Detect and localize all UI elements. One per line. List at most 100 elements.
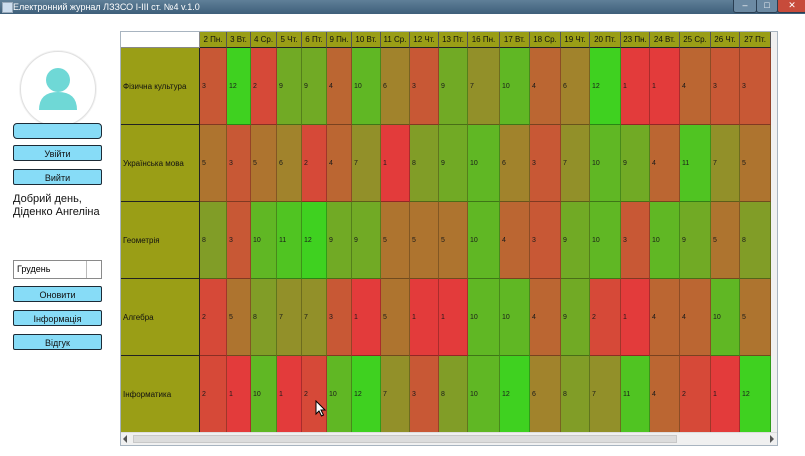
grade-cell[interactable]: 3 bbox=[530, 125, 561, 202]
grade-cell[interactable]: 9 bbox=[439, 48, 468, 125]
day-header[interactable]: 24 Вт. bbox=[650, 32, 680, 48]
chevron-down-icon[interactable] bbox=[86, 261, 101, 278]
grade-cell[interactable]: 9 bbox=[439, 125, 468, 202]
grade-cell[interactable]: 4 bbox=[327, 125, 352, 202]
grade-cell[interactable]: 3 bbox=[410, 356, 439, 433]
day-header[interactable]: 18 Ср. bbox=[530, 32, 561, 48]
grade-cell[interactable]: 2 bbox=[302, 125, 327, 202]
grade-cell[interactable]: 9 bbox=[680, 202, 711, 279]
grade-cell[interactable]: 11 bbox=[277, 202, 302, 279]
maximize-button[interactable]: □ bbox=[756, 0, 778, 13]
day-header[interactable]: 26 Чт. bbox=[711, 32, 740, 48]
grade-cell[interactable]: 1 bbox=[381, 125, 410, 202]
grade-cell[interactable]: 9 bbox=[352, 202, 381, 279]
day-header[interactable]: 6 Пт. bbox=[302, 32, 327, 48]
month-select[interactable]: Грудень bbox=[13, 260, 102, 279]
day-header[interactable]: 23 Пн. bbox=[621, 32, 650, 48]
grade-cell[interactable]: 5 bbox=[439, 202, 468, 279]
grade-cell[interactable]: 12 bbox=[352, 356, 381, 433]
grade-cell[interactable]: 10 bbox=[327, 356, 352, 433]
grade-cell[interactable]: 9 bbox=[277, 48, 302, 125]
grade-cell[interactable]: 12 bbox=[302, 202, 327, 279]
grade-cell[interactable]: 3 bbox=[200, 48, 227, 125]
grade-cell[interactable]: 10 bbox=[468, 356, 500, 433]
grade-cell[interactable]: 3 bbox=[711, 48, 740, 125]
grade-cell[interactable]: 9 bbox=[561, 202, 590, 279]
grade-cell[interactable]: 10 bbox=[500, 279, 530, 356]
grade-cell[interactable]: 8 bbox=[200, 202, 227, 279]
login-field[interactable] bbox=[13, 123, 102, 139]
close-button[interactable]: ✕ bbox=[777, 0, 805, 13]
grade-cell[interactable]: 5 bbox=[711, 202, 740, 279]
grade-cell[interactable]: 3 bbox=[227, 202, 251, 279]
grade-cell[interactable]: 2 bbox=[200, 356, 227, 433]
grade-cell[interactable]: 9 bbox=[327, 202, 352, 279]
grade-cell[interactable]: 4 bbox=[530, 279, 561, 356]
logout-button[interactable]: Вийти bbox=[13, 169, 102, 185]
grade-cell[interactable]: 11 bbox=[680, 125, 711, 202]
grade-cell[interactable]: 4 bbox=[650, 356, 680, 433]
grade-cell[interactable]: 12 bbox=[740, 356, 771, 433]
day-header[interactable]: 17 Вт. bbox=[500, 32, 530, 48]
grade-cell[interactable]: 3 bbox=[530, 202, 561, 279]
grade-cell[interactable]: 4 bbox=[530, 48, 561, 125]
day-header[interactable]: 12 Чт. bbox=[410, 32, 439, 48]
grade-cell[interactable]: 10 bbox=[590, 202, 621, 279]
grade-cell[interactable]: 1 bbox=[621, 48, 650, 125]
subject-row-header[interactable]: Інформатика bbox=[121, 356, 200, 433]
subject-row-header[interactable]: Геометрія bbox=[121, 202, 200, 279]
info-button[interactable]: Інформація bbox=[13, 310, 102, 326]
grade-cell[interactable]: 9 bbox=[621, 125, 650, 202]
grade-cell[interactable]: 10 bbox=[650, 202, 680, 279]
feedback-button[interactable]: Відгук bbox=[13, 334, 102, 350]
grade-cell[interactable]: 7 bbox=[468, 48, 500, 125]
login-button[interactable]: Увійти bbox=[13, 145, 102, 161]
grade-cell[interactable]: 7 bbox=[302, 279, 327, 356]
grade-cell[interactable]: 10 bbox=[251, 356, 277, 433]
grade-cell[interactable]: 6 bbox=[500, 125, 530, 202]
grade-cell[interactable]: 7 bbox=[277, 279, 302, 356]
grade-cell[interactable]: 4 bbox=[680, 279, 711, 356]
day-header[interactable]: 20 Пт. bbox=[590, 32, 621, 48]
grade-cell[interactable]: 2 bbox=[680, 356, 711, 433]
grade-cell[interactable]: 8 bbox=[410, 125, 439, 202]
grade-cell[interactable]: 2 bbox=[200, 279, 227, 356]
grade-cell[interactable]: 6 bbox=[530, 356, 561, 433]
grade-cell[interactable]: 5 bbox=[251, 125, 277, 202]
day-header[interactable]: 27 Пт. bbox=[740, 32, 771, 48]
grade-cell[interactable]: 8 bbox=[561, 356, 590, 433]
scrollbar-thumb[interactable] bbox=[133, 435, 677, 443]
grade-cell[interactable]: 3 bbox=[327, 279, 352, 356]
grade-cell[interactable]: 6 bbox=[381, 48, 410, 125]
grade-cell[interactable]: 11 bbox=[621, 356, 650, 433]
grade-cell[interactable]: 1 bbox=[227, 356, 251, 433]
grade-cell[interactable]: 3 bbox=[740, 48, 771, 125]
grade-cell[interactable]: 5 bbox=[381, 202, 410, 279]
grade-cell[interactable]: 9 bbox=[302, 48, 327, 125]
grade-cell[interactable]: 4 bbox=[680, 48, 711, 125]
grade-cell[interactable]: 8 bbox=[740, 202, 771, 279]
grade-cell[interactable]: 12 bbox=[500, 356, 530, 433]
scroll-right-icon[interactable] bbox=[770, 435, 774, 443]
grade-cell[interactable]: 10 bbox=[251, 202, 277, 279]
grade-cell[interactable]: 10 bbox=[500, 48, 530, 125]
grades-grid[interactable]: 2 Пн. 3 Вт. 4 Ср. 5 Чт. 6 Пт. 9 Пн. 10 Вт. 11 С… bbox=[120, 31, 778, 446]
day-header[interactable]: 3 Вт. bbox=[227, 32, 251, 48]
horizontal-scrollbar[interactable] bbox=[121, 432, 777, 445]
day-header[interactable]: 19 Чт. bbox=[561, 32, 590, 48]
grade-cell[interactable]: 8 bbox=[439, 356, 468, 433]
grade-cell[interactable]: 5 bbox=[740, 279, 771, 356]
grade-cell[interactable]: 10 bbox=[468, 279, 500, 356]
subject-row-header[interactable]: Алгебра bbox=[121, 279, 200, 356]
grade-cell[interactable]: 3 bbox=[410, 48, 439, 125]
grade-cell[interactable]: 7 bbox=[352, 125, 381, 202]
grade-cell[interactable]: 5 bbox=[410, 202, 439, 279]
grade-cell[interactable]: 10 bbox=[352, 48, 381, 125]
grade-cell[interactable]: 4 bbox=[650, 125, 680, 202]
grade-cell[interactable]: 5 bbox=[740, 125, 771, 202]
grade-cell[interactable]: 10 bbox=[468, 202, 500, 279]
grade-cell[interactable]: 10 bbox=[468, 125, 500, 202]
grade-cell[interactable]: 4 bbox=[650, 279, 680, 356]
day-header[interactable]: 16 Пн. bbox=[468, 32, 500, 48]
grade-cell[interactable]: 1 bbox=[711, 356, 740, 433]
